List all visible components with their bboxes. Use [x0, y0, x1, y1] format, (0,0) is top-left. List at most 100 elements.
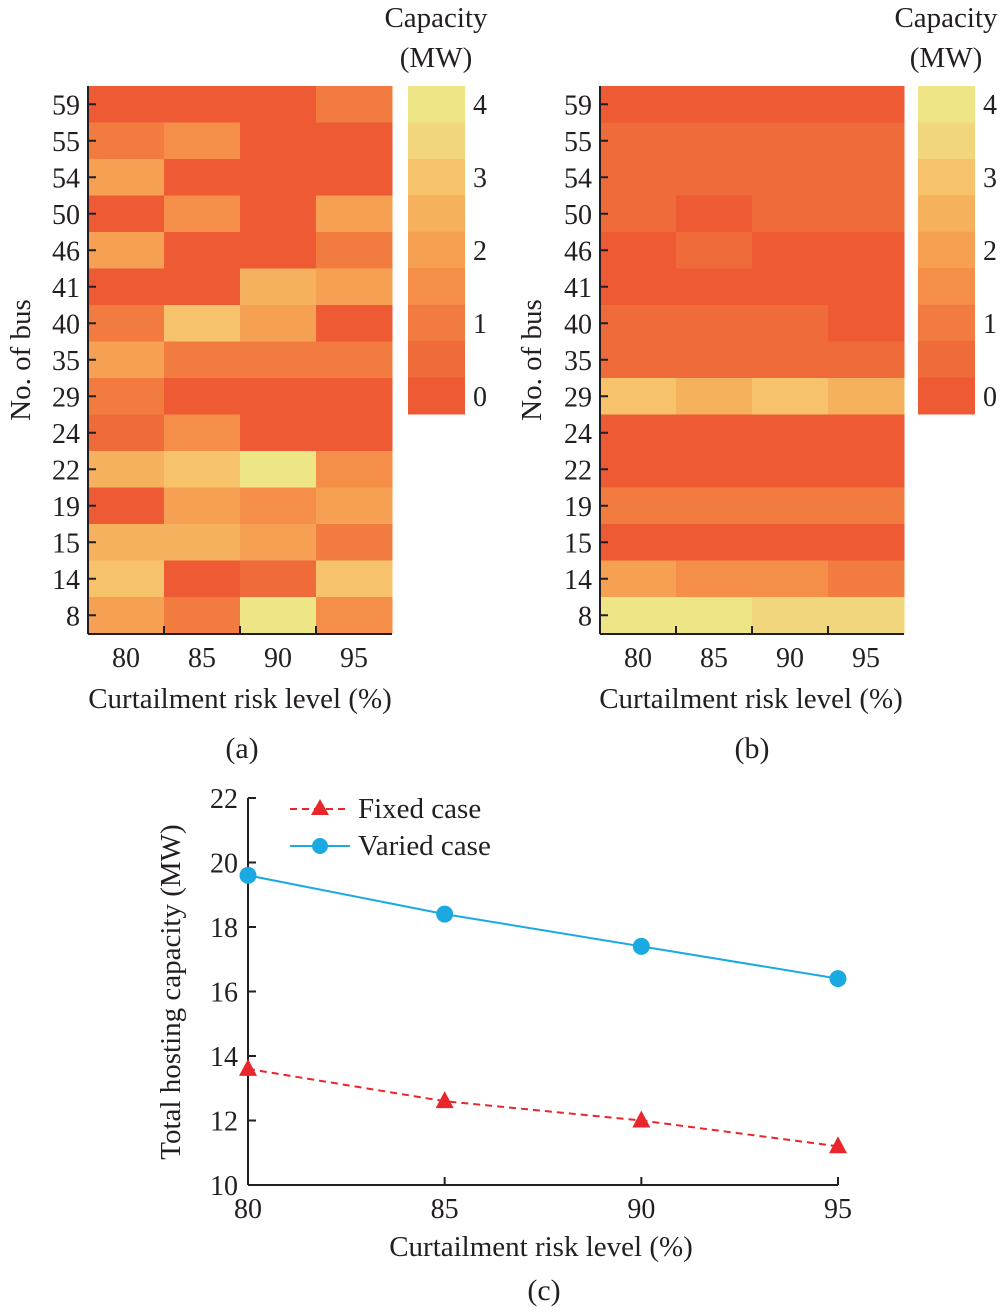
heatmap-a-cell-bus15-95 [316, 524, 393, 561]
colorbar-a-tick-labels: 4 3 2 1 0 [473, 90, 487, 413]
colorbar-a-segment-2 [408, 158, 465, 196]
heatmap-b-cell-bus22-95 [828, 451, 905, 488]
heatmap-a-cell-bus46-90 [240, 232, 317, 269]
heatmap-b-ytick-46: 46 [564, 236, 592, 267]
heatmap-a-ytick-8: 8 [66, 601, 80, 632]
series-fixed-point-90 [632, 1110, 651, 1128]
heatmap-a-cell-bus41-95 [316, 268, 393, 306]
heatmap-a-ytick-54: 54 [52, 163, 80, 194]
heatmap-b-cell-bus59-95 [828, 86, 905, 123]
heatmap-a-cell-bus24-90 [240, 414, 317, 452]
legend-fixed-label: Fixed case [358, 793, 481, 825]
line-chart-ytick-22: 22 [210, 784, 238, 815]
colorbar-b-segment-5 [918, 268, 975, 306]
heatmap-b-cell-bus46-95 [828, 232, 905, 269]
heatmap-a-cell-bus35-80 [88, 341, 165, 379]
panel-c-caption: (c) [527, 1274, 560, 1307]
line-chart-ytick-20: 20 [210, 849, 238, 880]
heatmap-a-xtick-80: 80 [112, 643, 140, 674]
series-fixed-point-80 [239, 1058, 257, 1076]
heatmap-b-cell-bus59-85 [676, 86, 753, 123]
colorbar-a-segment-7 [408, 341, 465, 379]
heatmap-a-cell-bus54-80 [88, 159, 165, 196]
heatmap-a-cell-bus15-80 [88, 524, 165, 561]
heatmap-b-cell-bus55-85 [676, 122, 753, 160]
heatmap-b-cells [600, 86, 905, 634]
heatmap-a-ytick-22: 22 [52, 455, 80, 486]
heatmap-a-x-tick-labels: 80 85 90 95 [112, 626, 368, 674]
series-fixed-line [247, 1067, 839, 1148]
colorbar-a-segment-8 [408, 377, 465, 415]
heatmap-b-cell-bus24-90 [752, 414, 829, 452]
heatmap-b-ytick-29: 29 [564, 382, 592, 413]
line-chart-ylabel: Total hosting capacity (MW) [155, 824, 187, 1159]
series-varied-point-80 [239, 866, 257, 884]
colorbar-a-segment-6 [408, 304, 465, 342]
heatmap-b-cell-bus54-80 [600, 159, 677, 196]
line-chart-ytick-18: 18 [210, 913, 238, 944]
colorbar-a-segment-4 [408, 231, 465, 269]
heatmap-a-cell-bus22-90 [240, 451, 317, 488]
heatmap-b-xlabel: Curtailment risk level (%) [599, 683, 903, 715]
heatmap-a-cell-bus15-85 [164, 524, 241, 561]
heatmap-a-xlabel: Curtailment risk level (%) [88, 683, 392, 715]
colorbar-a-segment-0 [408, 86, 465, 123]
heatmap-a-cell-bus24-80 [88, 414, 165, 452]
heatmap-b-ytick-15: 15 [564, 528, 592, 559]
line-chart-xtick-80: 80 [234, 1194, 262, 1225]
series-varied-line [247, 874, 839, 980]
line-chart-axes [247, 798, 838, 1186]
heatmap-a-cell-bus46-85 [164, 232, 241, 269]
heatmap-b-cell-bus29-95 [828, 378, 905, 415]
heatmap-a-cell-bus22-80 [88, 451, 165, 488]
heatmap-a-ytick-55: 55 [52, 127, 80, 158]
colorbar-b-tick-4: 4 [983, 90, 997, 121]
heatmap-a-cell-bus50-90 [240, 195, 317, 233]
heatmap-b-cell-bus22-80 [600, 451, 677, 488]
heatmap-a-cell-bus46-80 [88, 232, 165, 269]
heatmap-b-ytick-35: 35 [564, 346, 592, 377]
heatmap-b-cell-bus41-80 [600, 268, 677, 306]
colorbar-a-tick-3: 3 [473, 163, 487, 194]
heatmap-b-cell-bus22-90 [752, 451, 829, 488]
heatmap-b-cell-bus55-95 [828, 122, 905, 160]
heatmap-b-cell-bus50-85 [676, 195, 753, 233]
line-chart-ytick-14: 14 [210, 1042, 238, 1073]
heatmap-b-y-tick-labels: 59 55 54 50 46 41 40 35 29 24 22 19 15 14 8 [564, 90, 608, 632]
colorbar-b-title-line2: (MW) [910, 42, 982, 74]
heatmap-a-xtick-85: 85 [188, 643, 216, 674]
heatmap-b-cell-bus50-90 [752, 195, 829, 233]
line-chart-xtick-85: 85 [431, 1194, 459, 1225]
heatmap-a-ytick-59: 59 [52, 90, 80, 121]
heatmap-a-cell-bus15-90 [240, 524, 317, 561]
heatmap-b-cell-bus29-80 [600, 378, 677, 415]
heatmap-a-ytick-41: 41 [52, 273, 80, 304]
heatmap-b-cell-bus41-95 [828, 268, 905, 306]
heatmap-a-ytick-40: 40 [52, 309, 80, 340]
heatmap-b-cell-bus54-85 [676, 159, 753, 196]
heatmap-b-ytick-55: 55 [564, 127, 592, 158]
heatmap-a-cell-bus35-95 [316, 341, 393, 379]
heatmap-b-cell-bus29-90 [752, 378, 829, 415]
heatmap-a-cell-bus54-85 [164, 159, 241, 196]
heatmap-b-cell-bus15-95 [828, 524, 905, 561]
heatmap-a-cell-bus54-95 [316, 159, 393, 196]
heatmap-a-cell-bus55-85 [164, 122, 241, 160]
heatmap-a-ylabel: No. of bus [5, 299, 37, 421]
heatmap-a-cell-bus35-85 [164, 341, 241, 379]
colorbar-b-segment-1 [918, 122, 975, 160]
heatmap-b-xtick-95: 95 [852, 643, 880, 674]
colorbar-a [408, 86, 465, 415]
colorbar-b-title-line1: Capacity [894, 2, 998, 34]
heatmap-a-cell-bus14-80 [88, 560, 165, 598]
heatmap-b-cell-bus46-85 [676, 232, 753, 269]
heatmap-b-cell-bus8-80 [600, 597, 677, 634]
heatmap-a-cell-bus19-90 [240, 487, 317, 525]
heatmap-a-ytick-14: 14 [52, 565, 80, 596]
legend: Fixed case Varied case [290, 793, 491, 862]
heatmap-a-cell-bus29-80 [88, 378, 165, 415]
heatmap-b-cell-bus40-80 [600, 305, 677, 342]
heatmap-b-cell-bus46-80 [600, 232, 677, 269]
